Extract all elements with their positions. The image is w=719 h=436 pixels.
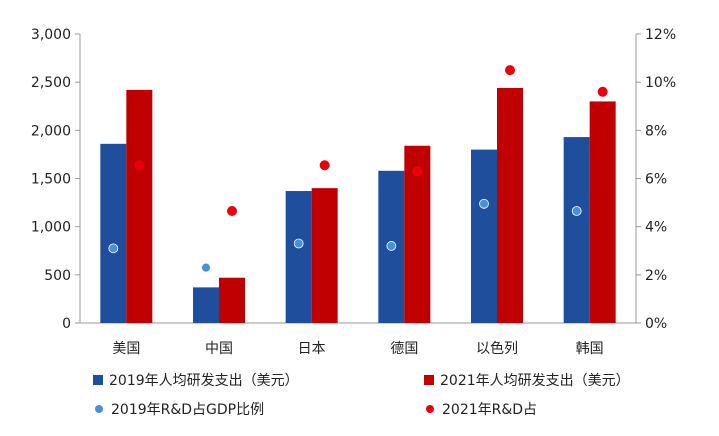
right-tick-label: 6% [645, 172, 667, 188]
bar-2021-4 [497, 87, 523, 324]
legend-label-2019-ratio: 2019年R&D占GDP比例 [111, 402, 265, 418]
point-2019-4 [479, 198, 489, 209]
legend-swatch-2021-spend [424, 375, 434, 385]
scatter-marks [108, 65, 608, 273]
legend-swatch-2019-spend [93, 375, 103, 385]
bar-marks [100, 87, 616, 324]
left-axis-ticks: 0 500 1,000 1,500 2,000 2,500 3,000 [31, 27, 80, 332]
legend-swatch-2019-ratio [95, 405, 103, 413]
legend-label-2019-spend: 2019年人均研发支出（美元） [109, 373, 299, 389]
bar-2021-5 [589, 101, 616, 323]
left-tick-label: 3,000 [31, 27, 71, 43]
left-tick-label: 1,000 [31, 220, 71, 236]
left-tick-label: 1,500 [31, 172, 71, 188]
bar-2021-1 [219, 277, 245, 323]
category-label: 以色列 [476, 340, 518, 357]
point-2021-1 [227, 206, 237, 217]
left-tick-label: 500 [44, 268, 71, 284]
legend-label-2021-spend: 2021年人均研发支出（美元） [440, 373, 630, 389]
bar-2019-4 [471, 149, 497, 323]
category-label: 美国 [112, 341, 140, 357]
legend-item-2019-ratio: 2019年R&D占GDP比例 [95, 399, 264, 419]
point-2021-2 [319, 160, 330, 171]
bar-2019-2 [285, 191, 312, 323]
category-label: 中国 [205, 341, 233, 357]
point-2019-3 [386, 241, 397, 251]
category-labels: 美国 中国 日本 德国 以色列 韩国 [112, 340, 603, 357]
legend-swatch-2021-ratio [426, 405, 434, 413]
legend-item-2019-spend: 2019年人均研发支出（美元） [93, 370, 299, 390]
right-tick-label: 8% [645, 123, 667, 139]
bar-2021-0 [126, 89, 153, 323]
right-tick-label: 12% [645, 27, 676, 43]
legend-item-2021-ratio: 2021年R&D占 [426, 399, 537, 419]
point-2021-0 [134, 160, 145, 171]
category-label: 日本 [298, 341, 326, 357]
right-axis-ticks: 0% 2% 4% 6% 8% 10% 12% [636, 27, 676, 332]
point-2019-0 [108, 243, 119, 254]
point-2019-1 [201, 262, 211, 273]
right-tick-label: 2% [645, 268, 667, 284]
point-2019-5 [571, 206, 582, 216]
point-2021-5 [597, 86, 608, 97]
bar-2019-0 [100, 143, 127, 323]
left-tick-label: 2,500 [31, 75, 71, 91]
bar-2019-1 [193, 287, 219, 323]
legend-label-2021-ratio: 2021年R&D占 [442, 402, 538, 418]
right-tick-label: 10% [645, 75, 676, 91]
point-2019-2 [293, 238, 304, 249]
category-label: 韩国 [576, 341, 604, 357]
legend-item-2021-spend: 2021年人均研发支出（美元） [424, 370, 630, 390]
category-label: 德国 [390, 341, 418, 357]
left-tick-label: 2,000 [31, 123, 71, 139]
bar-2021-2 [311, 188, 338, 323]
point-2021-3 [412, 166, 423, 177]
bar-2019-5 [563, 137, 590, 323]
right-tick-label: 0% [645, 316, 667, 332]
point-2021-4 [505, 65, 515, 76]
right-tick-label: 4% [645, 220, 667, 236]
left-tick-label: 0 [62, 316, 71, 332]
